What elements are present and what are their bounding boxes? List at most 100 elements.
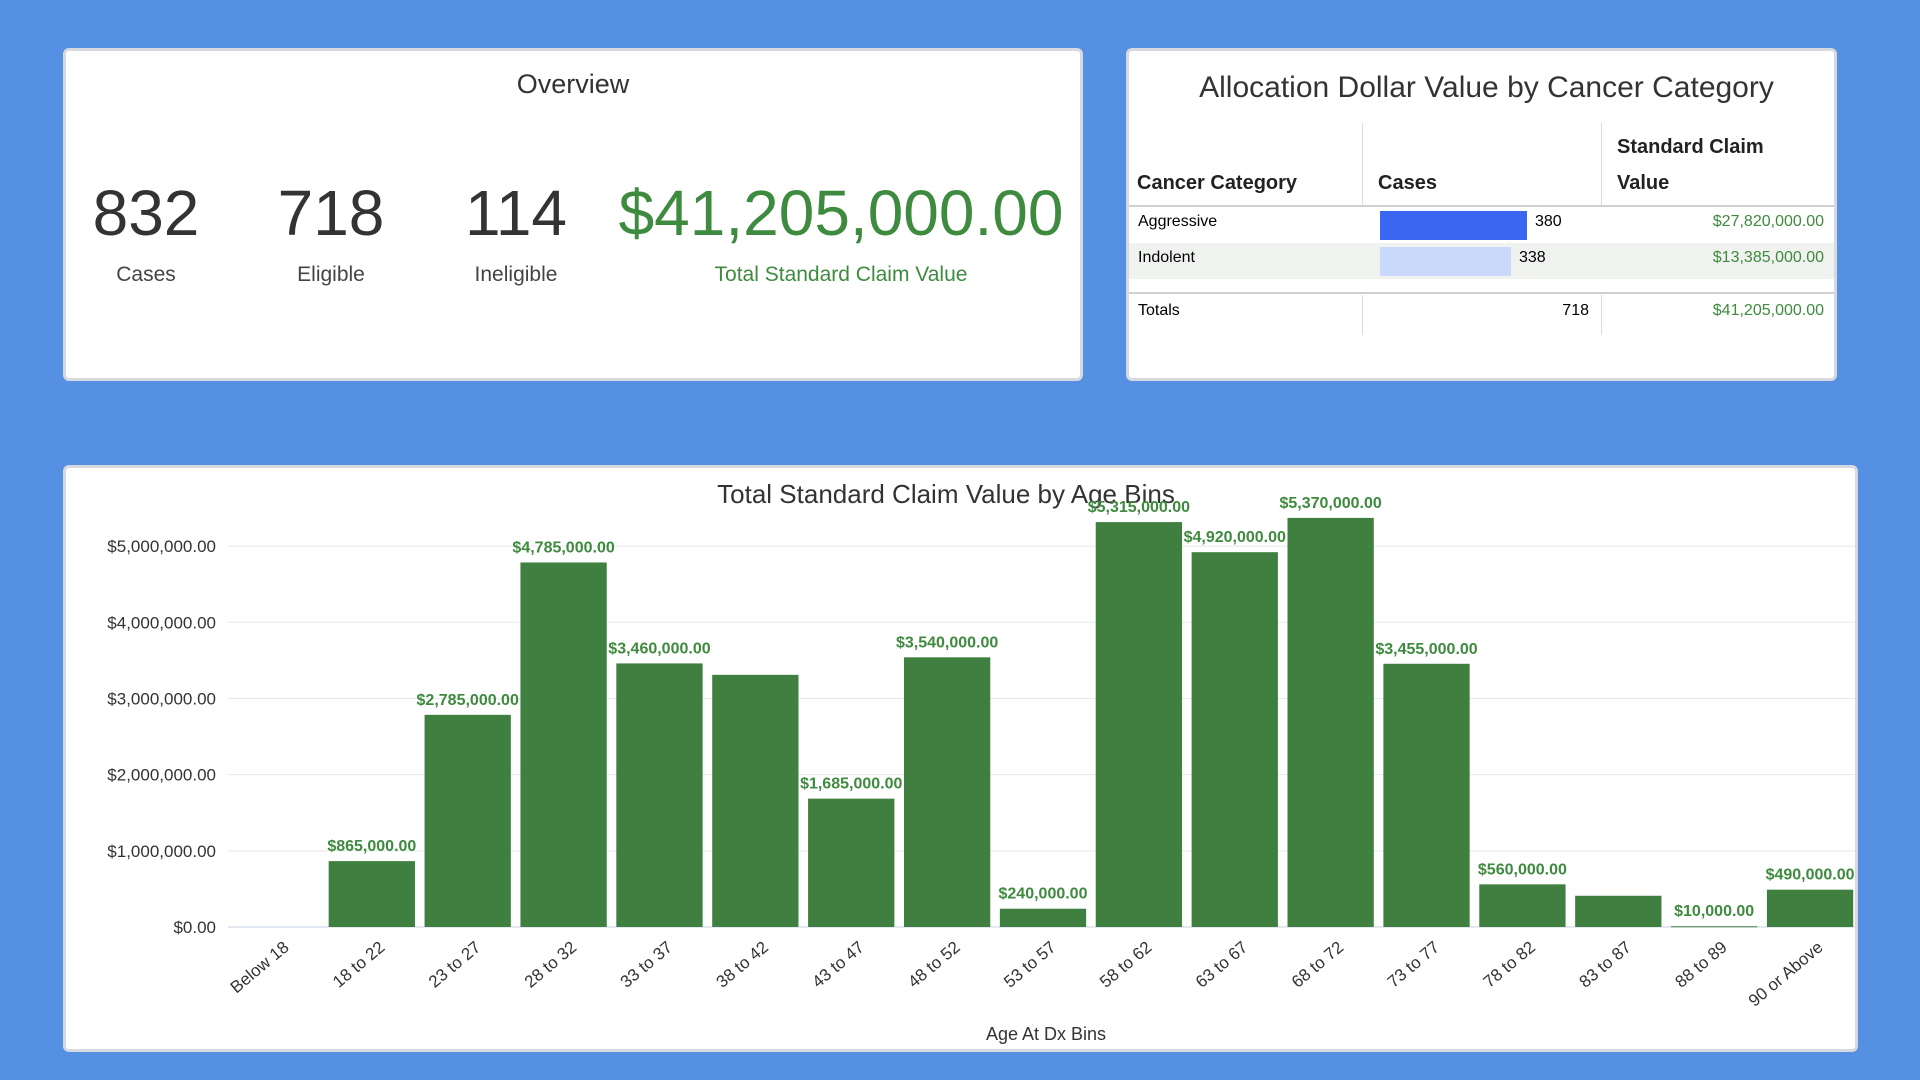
- bar[interactable]: [1287, 517, 1374, 927]
- bar-data-label: $3,460,000.00: [608, 640, 710, 657]
- bar[interactable]: [1479, 884, 1566, 927]
- bar-data-label: $490,000.00: [1766, 867, 1855, 884]
- bar-data-label: $560,000.00: [1478, 861, 1567, 878]
- bar[interactable]: [424, 714, 511, 927]
- metric-eligible-value: 718: [277, 177, 385, 249]
- metric-total-value-amount: $41,205,000.00: [618, 177, 1064, 249]
- metric-ineligible: 114 Ineligible: [446, 181, 586, 287]
- row-value: $27,820,000.00: [1712, 213, 1824, 230]
- x-tick-label: 78 to 82: [1480, 938, 1539, 992]
- y-tick-label: $4,000,000.00: [107, 613, 216, 632]
- x-axis-ticks: Below 18 18 to 22 23 to 27 28 to 32 33 to 37…: [227, 938, 1827, 1011]
- row-value: $13,385,000.00: [1712, 249, 1824, 266]
- row-category: Indolent: [1138, 249, 1195, 266]
- y-tick-label: $2,000,000.00: [107, 766, 216, 785]
- y-axis-ticks: $0.00 $1,000,000.00 $2,000,000.00 $3,000,00…: [107, 537, 216, 937]
- overview-card: Overview 832 Cases 718 Eligible 114 Inel…: [63, 48, 1083, 381]
- x-tick-label: 43 to 47: [809, 938, 868, 992]
- bars: [328, 517, 1854, 928]
- bar-data-label: $2,785,000.00: [417, 692, 519, 709]
- bar[interactable]: [520, 562, 607, 927]
- x-tick-label: 68 to 72: [1288, 938, 1347, 992]
- allocation-title: Allocation Dollar Value by Cancer Catego…: [1199, 71, 1774, 104]
- totals-label: Totals: [1138, 302, 1180, 319]
- x-tick-label: 23 to 27: [425, 938, 484, 992]
- bar-data-label: $5,315,000.00: [1088, 499, 1190, 516]
- bar[interactable]: [1575, 895, 1662, 927]
- x-tick-label: 73 to 77: [1384, 938, 1443, 992]
- cases-bar: [1380, 211, 1527, 240]
- cases-bar: [1380, 247, 1511, 276]
- x-tick-label: 90 or Above: [1745, 938, 1827, 1011]
- metric-total-value: $41,205,000.00 Total Standard Claim Valu…: [606, 181, 1076, 287]
- data-labels: $865,000.00 $2,785,000.00 $4,785,000.00 $3,…: [327, 495, 1854, 920]
- bar[interactable]: [1383, 663, 1470, 927]
- bar[interactable]: [1671, 926, 1758, 928]
- x-tick-label: 63 to 67: [1192, 938, 1251, 992]
- x-tick-label: 48 to 52: [904, 938, 963, 992]
- metric-cases-value: 832: [92, 177, 200, 249]
- header-cases[interactable]: Cases: [1378, 172, 1437, 194]
- column-divider: [1362, 295, 1363, 335]
- bar-data-label: $865,000.00: [327, 838, 416, 855]
- table-row[interactable]: Aggressive 380 $27,820,000.00: [1129, 207, 1834, 243]
- column-divider: [1601, 295, 1602, 335]
- bar-data-label: $240,000.00: [999, 886, 1088, 903]
- row-cases: 380: [1535, 213, 1562, 230]
- metric-cases-label: Cases: [116, 263, 176, 286]
- bar[interactable]: [903, 657, 991, 927]
- y-tick-label: $1,000,000.00: [107, 842, 216, 861]
- totals-row: Totals 718 $41,205,000.00: [1129, 296, 1834, 332]
- column-divider: [1601, 123, 1602, 243]
- y-tick-label: $0.00: [173, 918, 216, 937]
- bar-data-label: $4,920,000.00: [1184, 529, 1286, 546]
- x-tick-label: 83 to 87: [1576, 938, 1635, 992]
- bar[interactable]: [1095, 522, 1183, 927]
- row-cases: 338: [1519, 249, 1546, 266]
- bar[interactable]: [1766, 889, 1854, 927]
- bar[interactable]: [616, 663, 703, 927]
- allocation-card: Allocation Dollar Value by Cancer Catego…: [1126, 48, 1837, 381]
- x-tick-label: 53 to 57: [1000, 938, 1059, 992]
- y-tick-label: $3,000,000.00: [107, 689, 216, 708]
- x-tick-label: 58 to 62: [1096, 938, 1155, 992]
- overview-title: Overview: [516, 69, 630, 99]
- totals-cases: 718: [1562, 302, 1589, 319]
- chart-card: Total Standard Claim Value by Age Bins $…: [63, 465, 1858, 1052]
- bar-data-label: $3,540,000.00: [896, 634, 998, 651]
- bar[interactable]: [808, 798, 895, 927]
- bar[interactable]: [1191, 552, 1278, 927]
- table-row[interactable]: Indolent 338 $13,385,000.00: [1129, 243, 1834, 279]
- x-tick-label: 38 to 42: [713, 938, 772, 992]
- bar-data-label: $4,785,000.00: [512, 539, 614, 556]
- metric-total-value-label: Total Standard Claim Value: [714, 263, 968, 286]
- row-category: Aggressive: [1138, 213, 1218, 230]
- x-tick-label: 33 to 37: [617, 938, 676, 992]
- chart-title: Total Standard Claim Value by Age Bins: [717, 479, 1175, 509]
- bar-data-label: $1,685,000.00: [800, 776, 902, 793]
- totals-divider: [1129, 292, 1834, 294]
- y-tick-label: $5,000,000.00: [107, 537, 216, 556]
- metric-eligible: 718 Eligible: [261, 181, 401, 287]
- metric-cases: 832 Cases: [76, 181, 216, 287]
- bar-data-label: $3,455,000.00: [1375, 641, 1477, 658]
- metric-eligible-label: Eligible: [297, 263, 365, 286]
- totals-value: $41,205,000.00: [1712, 302, 1824, 319]
- metric-ineligible-value: 114: [464, 177, 568, 249]
- bar[interactable]: [712, 674, 799, 927]
- header-standard-claim-value-line2[interactable]: Value: [1617, 172, 1670, 194]
- header-standard-claim-value-line1[interactable]: Standard Claim: [1617, 136, 1764, 158]
- x-tick-label: Below 18: [227, 938, 293, 998]
- x-tick-label: 88 to 89: [1671, 938, 1730, 992]
- x-tick-label: 28 to 32: [521, 938, 580, 992]
- bar[interactable]: [999, 908, 1087, 927]
- x-tick-label: 18 to 22: [329, 938, 388, 992]
- header-divider: [1129, 205, 1834, 207]
- column-divider: [1362, 123, 1363, 243]
- header-cancer-category[interactable]: Cancer Category: [1137, 172, 1298, 194]
- bar-data-label: $10,000.00: [1674, 903, 1754, 920]
- metric-ineligible-label: Ineligible: [474, 263, 558, 286]
- bar-data-label: $5,370,000.00: [1279, 495, 1381, 512]
- bar[interactable]: [328, 861, 415, 927]
- bar-chart: Total Standard Claim Value by Age Bins $…: [107, 479, 1855, 1044]
